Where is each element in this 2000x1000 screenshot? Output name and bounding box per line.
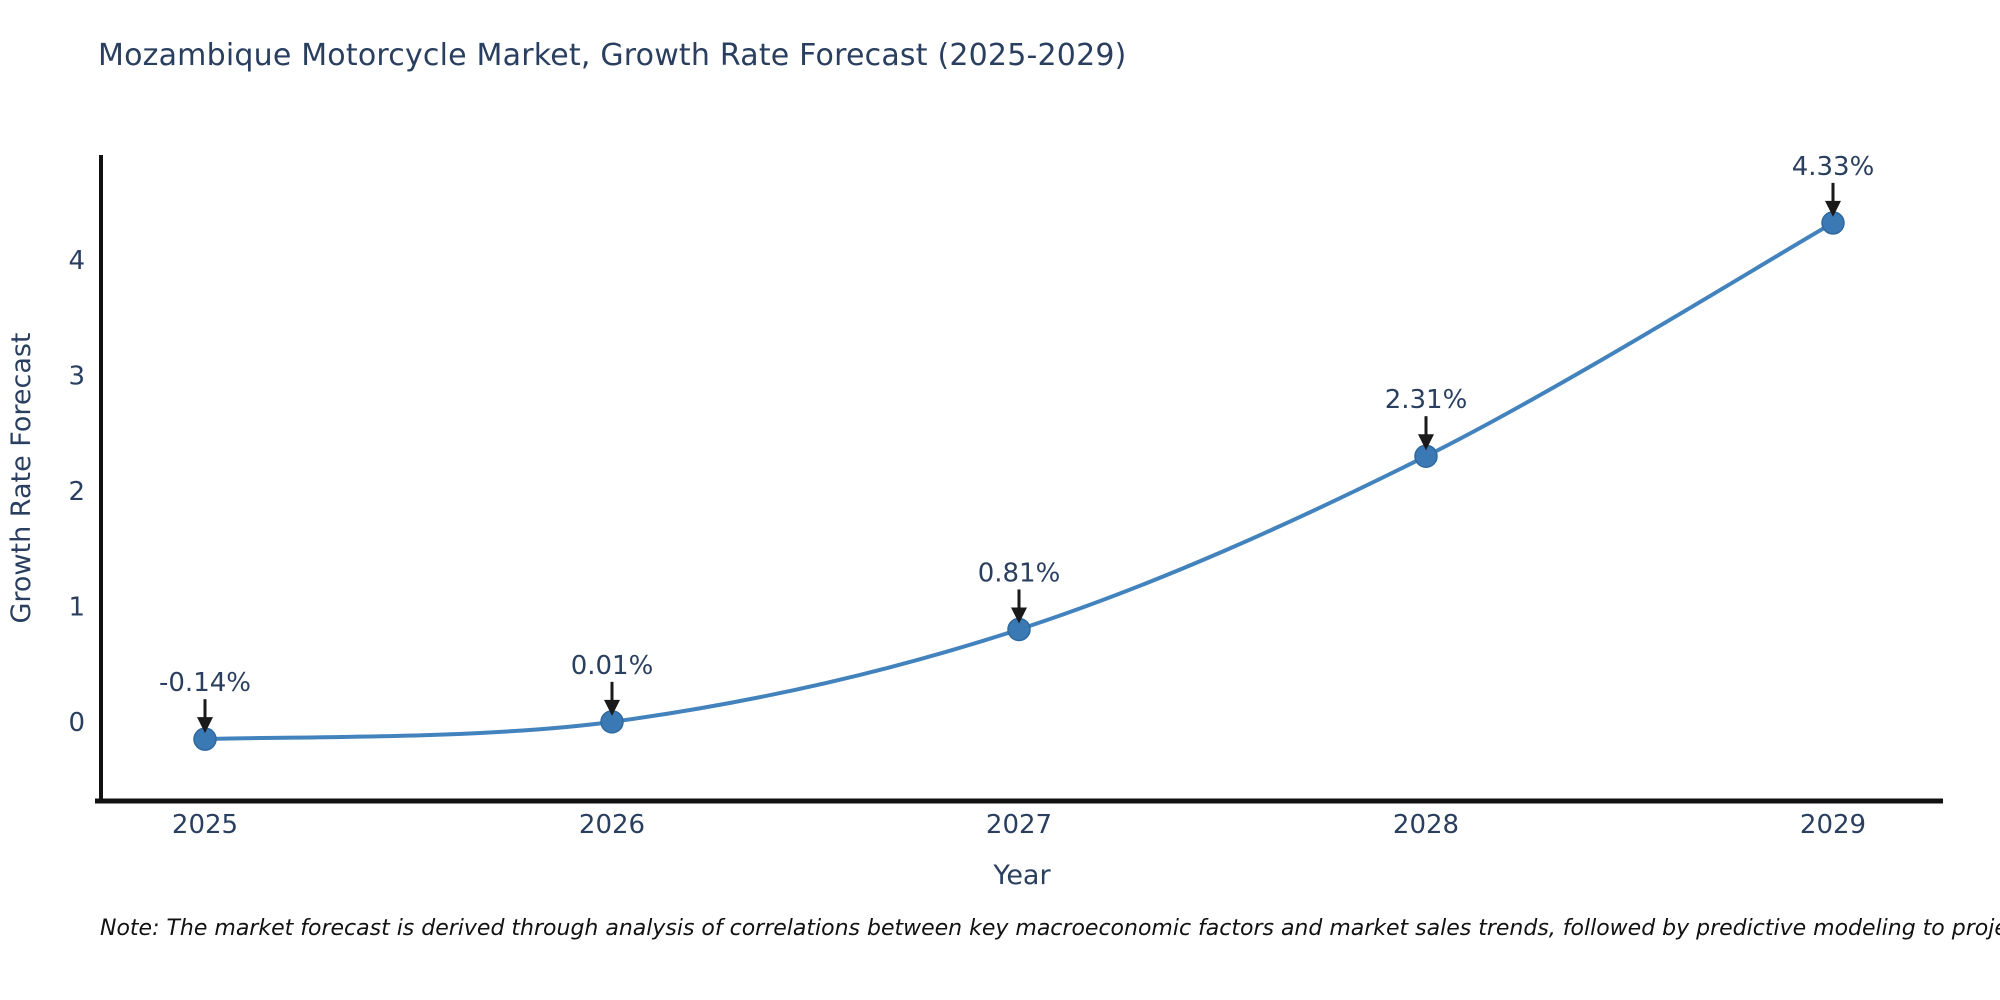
x-tick-label: 2029 xyxy=(1800,810,1866,840)
data-point-label: 4.33% xyxy=(1792,152,1875,182)
y-tick-label: 1 xyxy=(68,593,85,623)
data-point-label: 2.31% xyxy=(1385,385,1468,415)
annotation-arrow-head xyxy=(1825,200,1841,217)
data-point-label: -0.14% xyxy=(159,668,251,698)
chart-title: Mozambique Motorcycle Market, Growth Rat… xyxy=(98,38,1127,73)
y-tick-label: 4 xyxy=(68,246,85,276)
x-tick-label: 2025 xyxy=(172,810,238,840)
x-axis-title: Year xyxy=(992,860,1051,891)
y-tick-label: 3 xyxy=(68,362,85,392)
x-tick-label: 2026 xyxy=(579,810,645,840)
footnote: Note: The market forecast is derived thr… xyxy=(100,916,2000,941)
x-tick-label: 2028 xyxy=(1393,810,1459,840)
x-tick-label: 2027 xyxy=(986,810,1052,840)
annotation-arrow-head xyxy=(197,717,213,734)
annotation-arrow-head xyxy=(604,699,620,716)
data-point-label: 0.81% xyxy=(978,558,1061,588)
y-axis-title: Growth Rate Forecast xyxy=(6,332,37,623)
y-tick-label: 0 xyxy=(68,708,85,738)
annotation-arrow-head xyxy=(1011,607,1027,624)
annotation-arrow-head xyxy=(1418,434,1434,451)
y-tick-label: 2 xyxy=(68,477,85,507)
data-point-label: 0.01% xyxy=(571,651,654,681)
forecast-line xyxy=(204,221,1834,742)
